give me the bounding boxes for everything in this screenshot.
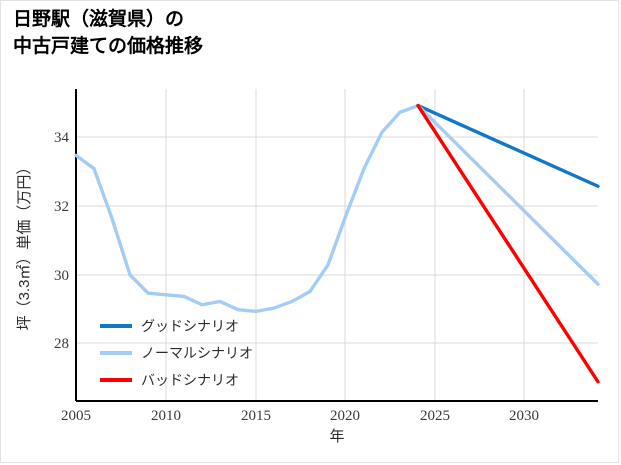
x-tick-label-2025: 2025 — [420, 408, 450, 424]
y-gridlines — [76, 136, 598, 344]
x-axis-title: 年 — [329, 428, 344, 445]
y-tick-label-28: 28 — [54, 336, 69, 352]
x-gridlines — [165, 89, 525, 401]
y-tick-labels: 34 32 30 28 — [54, 130, 70, 352]
y-tick-label-32: 32 — [54, 199, 69, 215]
x-tick-label-2010: 2010 — [151, 408, 181, 424]
series-line-bad — [416, 103, 600, 384]
x-tick-label-2005: 2005 — [61, 408, 91, 424]
y-tick-label-30: 30 — [54, 268, 69, 284]
series-line-history — [74, 103, 420, 314]
chart-title: 日野駅（滋賀県）の 中古戸建ての価格推移 — [13, 9, 204, 57]
chart-legend: グッドシナリオ ノーマルシナリオ バッドシナリオ — [100, 318, 253, 388]
legend-label-bad[interactable]: バッドシナリオ — [141, 372, 239, 388]
series-lines — [74, 103, 600, 384]
series-line-normal — [416, 103, 600, 286]
x-tick-labels: 2005 2010 2015 2020 2025 2030 — [61, 408, 539, 424]
legend-label-good[interactable]: グッドシナリオ — [141, 318, 239, 334]
plot-axes — [75, 89, 598, 402]
series-line-good — [416, 103, 600, 188]
x-tick-label-2015: 2015 — [241, 408, 271, 424]
legend-label-normal[interactable]: ノーマルシナリオ — [141, 345, 253, 361]
y-axis-title: 坪（3.3㎡）単価（万円） — [16, 160, 33, 331]
x-tick-label-2020: 2020 — [330, 408, 360, 424]
x-tick-label-2030: 2030 — [509, 408, 539, 424]
y-tick-label-34: 34 — [54, 130, 70, 146]
